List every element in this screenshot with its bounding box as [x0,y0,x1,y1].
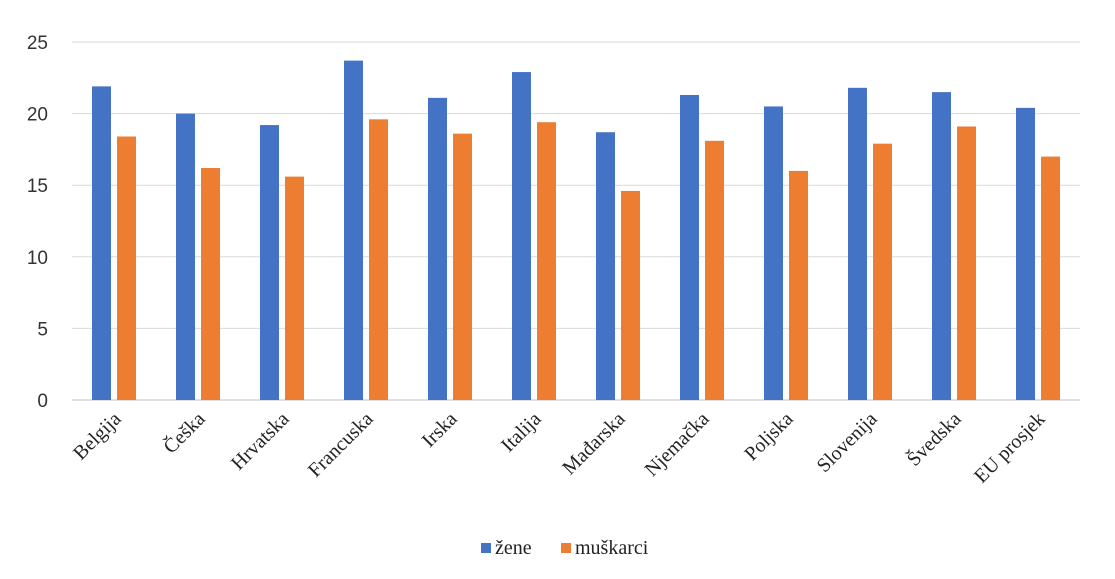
y-tick-label: 5 [37,319,48,340]
legend: žene muškarci [481,537,649,559]
x-tick-label: Francuska [304,408,378,482]
y-tick-label: 0 [37,391,48,412]
x-tick-label: Njemačka [641,408,714,481]
x-tick-label: Irska [418,408,462,452]
bar-zene [428,97,447,401]
gridlines [72,41,1080,401]
bar-muskarci [705,140,724,401]
y-tick-label: 10 [27,248,48,269]
legend-swatch [561,543,571,553]
bar-zene [176,113,195,400]
bar-muskarci [201,168,220,400]
y-tick-label: 20 [27,105,48,126]
bar-zene [512,72,531,401]
legend-label: muškarci [575,537,649,559]
bar-zene [1016,107,1035,400]
bar-zene [680,94,699,400]
x-tick-label: Poljska [740,408,797,465]
bar-muskarci [957,126,976,400]
y-tick-label: 25 [27,33,48,54]
x-tick-label: EU prosjek [970,408,1050,488]
x-tick-label: Slovenija [813,408,882,477]
legend-label: žene [495,537,532,559]
bar-zene [92,86,111,400]
bar-muskarci [873,143,892,400]
y-tick-label: 15 [27,176,48,197]
y-axis-ticks: 0 5 10 15 20 25 [27,33,48,412]
bar-muskarci [537,122,556,400]
bar-muskarci [369,119,388,400]
x-tick-label: Švedska [901,406,965,470]
bar-zene [848,87,867,400]
bar-zene [596,132,615,400]
bar-muskarci [621,190,640,400]
x-tick-label: Mađarska [558,408,629,479]
bar-zene [260,125,279,400]
legend-swatch [481,543,491,553]
x-axis-ticks: Belgija Češka Hrvatska Francuska Irska Italij… [69,406,1049,487]
bar-muskarci [285,176,304,400]
x-tick-label: Češka [158,406,210,458]
x-tick-label: Belgija [69,408,125,464]
bar-zene [932,92,951,401]
bar-muskarci [1041,156,1060,400]
x-tick-label: Italija [497,408,546,457]
bar-muskarci [117,136,136,400]
bar-zene [344,60,363,401]
bar-zene [764,106,783,400]
bar-muskarci [453,133,472,400]
bar-muskarci [789,170,808,400]
x-tick-label: Hrvatska [227,408,294,475]
bars [92,60,1060,401]
